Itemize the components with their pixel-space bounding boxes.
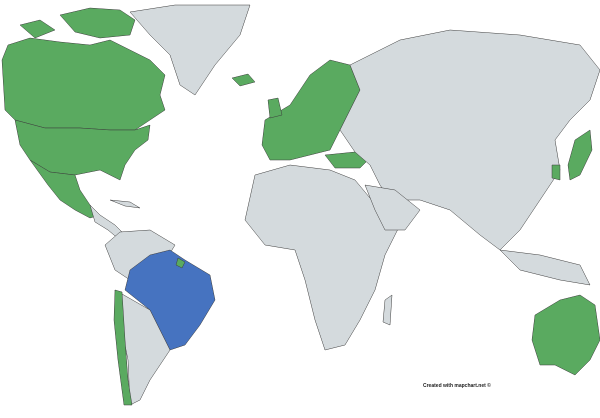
country-turkey: [324, 151, 371, 169]
arabia: [364, 184, 421, 231]
greenland: [129, 4, 251, 96]
country-french-guiana: [175, 257, 186, 269]
canadian-arctic-islands: [59, 7, 136, 39]
country-uk: [267, 97, 283, 119]
country-chile: [113, 289, 133, 406]
country-south-korea: [551, 164, 561, 181]
africa: [244, 164, 401, 351]
country-canada: [1, 37, 166, 131]
caribbean: [109, 199, 141, 209]
russia-asia: [339, 29, 600, 251]
country-australia: [531, 294, 600, 376]
country-japan: [567, 129, 593, 181]
map-credit: Created with mapchart.net ©: [423, 383, 491, 389]
country-iceland: [231, 73, 256, 87]
madagascar: [382, 294, 393, 326]
arctic-island: [19, 19, 56, 39]
southeast-asia-islands: [499, 249, 591, 286]
